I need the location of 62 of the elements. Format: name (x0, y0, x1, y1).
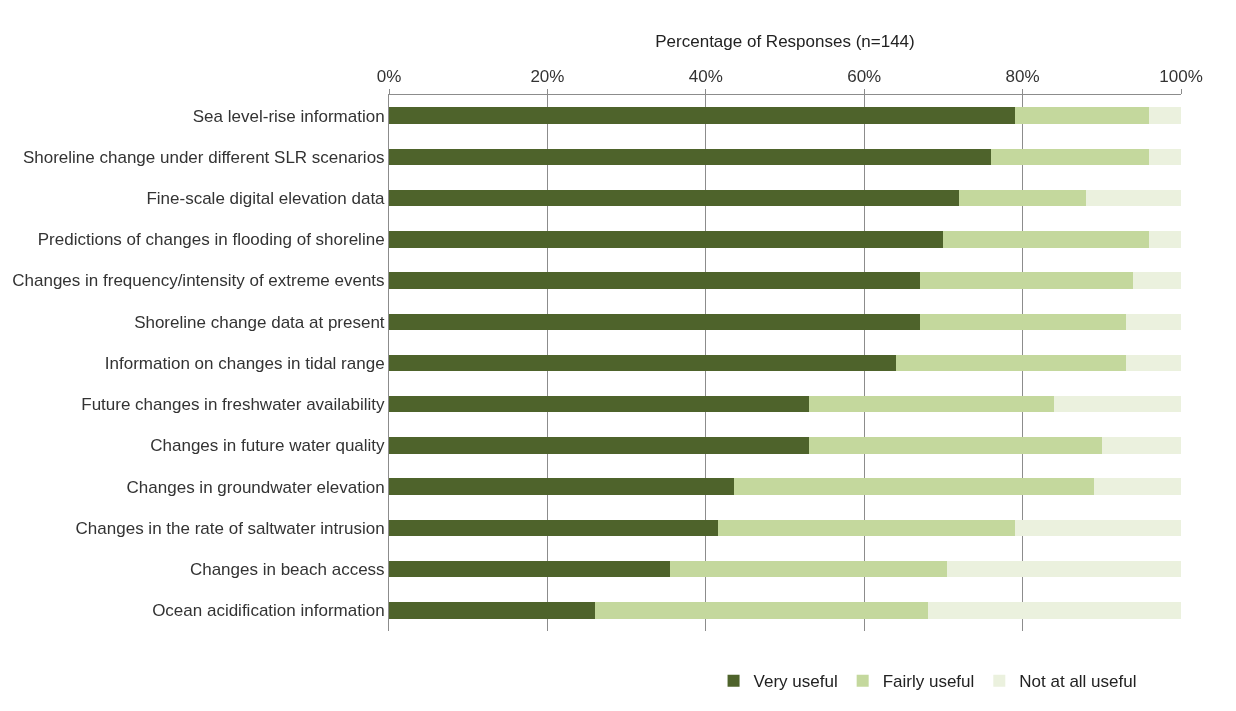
bar (1125, 313, 1181, 331)
y-tick-label: Changes in future water quality (150, 436, 386, 456)
x-tick-label: 80% (1005, 67, 1040, 87)
bar (990, 148, 1150, 166)
bar (733, 478, 1094, 495)
y-tick-label: Fine-scale digital elevation data (146, 189, 386, 209)
bar (1149, 231, 1181, 248)
bar (389, 602, 595, 619)
x-tick-label: 60% (847, 67, 882, 87)
y-tick-label: Changes in beach access (189, 560, 385, 580)
y-tick-label: Changes in frequency/intensity of extreme events (12, 271, 385, 291)
bar (389, 148, 991, 166)
y-tick-label: Predictions of changes in flooding of shoreline (37, 230, 385, 250)
y-tick-label: Future changes in freshwater availability (81, 395, 386, 415)
bar (943, 231, 1150, 248)
bar (919, 272, 1134, 289)
bar (1054, 395, 1181, 413)
y-tick-label: Changes in the rate of saltwater intrusion (75, 518, 385, 538)
y-tick-label: Information on changes in tidal range (104, 353, 385, 373)
x-tick-label: 40% (688, 67, 723, 87)
bar (808, 395, 1055, 413)
bar (1014, 107, 1150, 124)
bar (389, 354, 896, 372)
bar (1133, 272, 1181, 289)
bar (895, 354, 1126, 372)
y-tick-label: Sea level-rise information (192, 106, 385, 126)
bar (389, 560, 671, 578)
bar (1085, 189, 1181, 207)
bar (594, 602, 928, 619)
bar (1149, 107, 1181, 124)
bar (389, 395, 809, 413)
bar (389, 231, 944, 248)
bar (927, 602, 1181, 619)
bar (717, 519, 1015, 537)
bar (808, 437, 1102, 454)
bar (1093, 478, 1181, 495)
bar (919, 313, 1126, 331)
bar (947, 560, 1181, 578)
bar (389, 478, 734, 495)
bar (670, 560, 948, 578)
legend-label: Fairly useful (882, 672, 975, 692)
bar (389, 189, 960, 207)
bar (1014, 519, 1181, 537)
bar (389, 519, 718, 537)
bar (389, 107, 1015, 124)
x-axis-title: Percentage of Responses (n=144) (655, 31, 915, 51)
y-tick-label: Shoreline change under different SLR scenarios (22, 147, 385, 167)
legend-label: Very useful (753, 672, 838, 692)
x-tick-label: 20% (530, 67, 565, 87)
bar (389, 437, 809, 454)
x-tick-label: 100% (1159, 67, 1203, 87)
y-tick-label: Ocean acidification information (152, 601, 385, 621)
bar (1125, 354, 1181, 372)
bar (1149, 148, 1181, 166)
x-tick-label: 0% (376, 67, 402, 87)
bar (1101, 437, 1181, 454)
bar (389, 313, 920, 331)
bar (959, 189, 1086, 207)
y-tick-label: Shoreline change data at present (134, 312, 385, 332)
bar (389, 272, 920, 289)
legend-label: Not at all useful (1019, 672, 1137, 692)
y-tick-label: Changes in groundwater elevation (126, 477, 385, 497)
